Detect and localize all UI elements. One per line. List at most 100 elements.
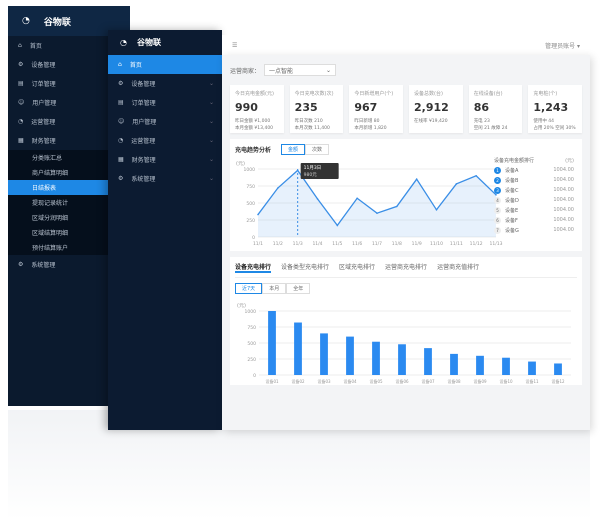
data-point: [277, 187, 279, 189]
sidebar-item[interactable]: ◔ 运营管理: [8, 112, 110, 131]
sidebar-item[interactable]: ⚙ 系统管理 ⌄: [108, 169, 222, 188]
range-button[interactable]: 全年: [286, 283, 311, 294]
sidebar-item[interactable]: ⚙ 设备管理 ⌄: [108, 74, 222, 93]
x-tick-label: 11/7: [372, 241, 382, 247]
submenu-item[interactable]: 商户结算明细: [32, 170, 69, 177]
tab-ranking[interactable]: 区域充电排行: [339, 264, 376, 271]
x-tick-label: 设备04: [343, 378, 357, 384]
sidebar-item[interactable]: ▤ 订单管理 ⌄: [108, 93, 222, 112]
y-tick-label: 1000: [244, 167, 256, 173]
submenu-item[interactable]: 提现记录统计: [32, 200, 69, 207]
rank-value: 1004.00: [553, 187, 574, 193]
area-fill: [258, 170, 496, 237]
data-point: [435, 209, 438, 211]
range-button[interactable]: 本月: [262, 283, 287, 294]
tab-ranking[interactable]: 设备类型充电排行: [281, 264, 330, 271]
stat-value: 86: [473, 101, 489, 114]
menu-label: 订单管理: [131, 100, 156, 107]
data-point: [257, 213, 259, 216]
rank-value: 1004.00: [553, 177, 574, 183]
tab-ranking[interactable]: 运营商充值排行: [437, 264, 480, 271]
x-tick-label: 设备06: [395, 378, 409, 384]
stat-sub1: 昨日新增 80: [354, 119, 380, 124]
bar: [450, 353, 458, 375]
stat-title: 设备总数(台): [414, 91, 443, 97]
sidebar-item[interactable]: ◔ 运营管理 ⌄: [108, 131, 222, 150]
bar: [502, 357, 510, 375]
rank-number: 7: [494, 226, 501, 234]
menu-icon: ⚙: [118, 80, 124, 87]
x-tick-label: 设备07: [421, 378, 435, 384]
x-tick-label: 设备08: [447, 378, 461, 384]
stat-value: 2,912: [414, 101, 449, 114]
hamburger-icon[interactable]: ☰: [232, 41, 238, 49]
x-tick-label: 11/11: [450, 241, 463, 247]
tab-ranking[interactable]: 运营商充电排行: [385, 264, 428, 271]
stat-card: 今日充电金额(元) 990 昨日金额 ¥1,000 本月金额 ¥13,400: [230, 85, 284, 133]
bar: [528, 361, 536, 375]
bar: [346, 336, 354, 375]
line-chart: (元) 0 250 500 750 1000 11/1 11/2 11/3 11/4 11/5 11/…: [236, 161, 503, 247]
bar: [320, 333, 328, 375]
submenu-item[interactable]: 区域结算明细: [32, 230, 69, 237]
range-button[interactable]: 近7天: [235, 283, 263, 294]
y-tick-label: 750: [246, 184, 255, 190]
sidebar-item-system[interactable]: ⚙ 系统管理: [8, 255, 110, 274]
rank-name: 设备C: [505, 187, 519, 194]
submenu-item[interactable]: 预付结算账户: [32, 245, 69, 252]
rank-number: 2: [494, 176, 501, 184]
menu-label: 运营管理: [31, 119, 56, 126]
sidebar-item[interactable]: ⌂ 首页: [108, 55, 222, 74]
rank-number: 5: [494, 206, 501, 214]
sidebar-item[interactable]: ⚙ 设备管理: [8, 55, 110, 74]
sidebar-item[interactable]: ▦ 财务管理: [8, 131, 110, 150]
bar: [424, 348, 432, 375]
stat-title: 在线设备(台): [473, 91, 503, 97]
data-point: [336, 224, 339, 227]
sidebar-item[interactable]: ☺ 用户管理 ⌄: [108, 112, 222, 131]
merchant-select[interactable]: 一点智能 ⌄: [264, 64, 337, 76]
sidebar-item[interactable]: ☺ 用户管理: [8, 93, 110, 112]
submenu-item[interactable]: 分类账汇总: [32, 155, 63, 162]
stat-sub1: 使用中 44: [533, 119, 555, 124]
chevron-down-icon: ⌄: [325, 66, 332, 74]
tab-count[interactable]: 次数: [305, 144, 330, 155]
y-tick-label: 1000: [245, 309, 257, 315]
ranking-title: 设备充电金额排行: [494, 157, 535, 164]
x-tick-label: 11/3: [293, 241, 303, 247]
rank-value: 1004.00: [553, 227, 574, 233]
sidebar-item[interactable]: ⌂ 首页: [8, 36, 110, 55]
stat-card: 设备总数(台) 2,912 在线率 ¥19,420: [409, 85, 463, 133]
submenu-item[interactable]: 区域分润明细: [32, 215, 69, 222]
back-sidebar: ⌂ 首页 ⚙ 设备管理 ▤ 订单管理 ☺ 用户管理 ◔ 运营管理 ▦ 财务管理分类账汇总商户结算明细日…: [8, 36, 110, 406]
y-tick-label: 500: [247, 341, 256, 347]
ranking-row: 1 设备A 1004.00: [494, 165, 574, 175]
rank-name: 设备B: [505, 177, 519, 184]
x-tick-label: 11/5: [332, 241, 342, 247]
menu-icon: ▤: [118, 99, 124, 106]
rank-value: 1004.00: [553, 197, 574, 203]
tooltip-date: 11月3日: [304, 165, 322, 171]
menu-icon: ⌂: [118, 61, 122, 68]
submenu-item[interactable]: 日结报表: [8, 180, 110, 195]
bar: [268, 311, 276, 375]
menu-icon: ⚙: [18, 61, 24, 68]
stat-card: 充电桩(个) 1,243 使用中 44 占用 20% 空闲 30%: [528, 85, 583, 133]
x-tick-label: 11/12: [470, 241, 483, 247]
tab-amount[interactable]: 金额: [281, 144, 306, 155]
stat-sub1: 昨日金额 ¥1,000: [235, 119, 271, 124]
user-menu[interactable]: 管理员账号 ▾: [545, 42, 580, 50]
x-tick-label: 11/1: [253, 241, 263, 247]
x-tick-label: 11/6: [352, 241, 362, 247]
tab-ranking[interactable]: 设备充电排行: [235, 264, 272, 273]
menu-label: 首页: [29, 43, 42, 50]
sidebar-item[interactable]: ▦ 财务管理 ⌄: [108, 150, 222, 169]
rank-name: 设备E: [505, 207, 519, 214]
sidebar-item[interactable]: ▤ 订单管理: [8, 74, 110, 93]
stat-sub2: 空闲 21 故障 24: [473, 126, 508, 131]
menu-label: 系统管理: [31, 262, 56, 269]
front-sidebar: ◔ 谷物联 ⌂ 首页 ⚙ 设备管理 ⌄ ▤ 订单管理 ⌄ ☺ 用户管理 ⌄ ◔ 运营管理 ⌄ ▦ 财务管理 ⌄ ⚙ 系…: [108, 30, 222, 430]
stat-card: 在线设备(台) 86 充电 23 空闲 21 故障 24: [468, 85, 523, 133]
x-tick-label: 设备02: [291, 378, 305, 384]
tooltip-value: 980元: [304, 172, 318, 178]
